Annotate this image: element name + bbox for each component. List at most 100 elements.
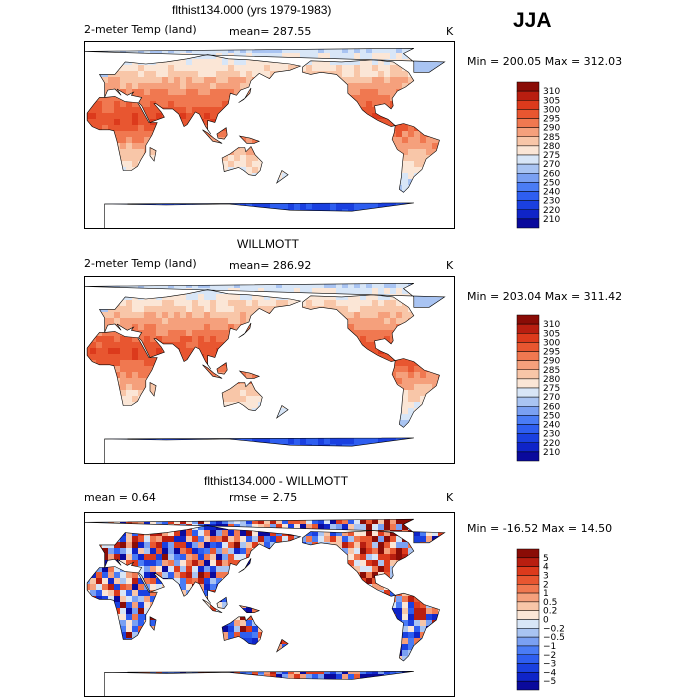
mean-label: mean = 0.64: [84, 491, 156, 504]
colorbar-swatch: [516, 200, 540, 210]
colorbar-swatch: [516, 182, 540, 192]
colorbar-swatch: [516, 415, 540, 425]
colorbar-swatch: [516, 136, 540, 147]
colorbar-swatch: [516, 433, 540, 443]
colorbar-label: 295: [543, 348, 560, 358]
world-map: [84, 276, 455, 464]
colorbar-label: 250: [543, 178, 560, 188]
colorbar-label: 275: [543, 151, 560, 161]
colorbar-label: 230: [543, 430, 560, 440]
colorbar-label: −3: [543, 660, 556, 670]
colorbar-swatch: [516, 566, 540, 576]
coastline: [86, 566, 158, 640]
colorbar-swatch: [516, 557, 540, 567]
panel-title: flthist134.000 (yrs 1979-1983): [172, 3, 332, 17]
colorbar-label: −1: [543, 642, 556, 652]
colorbar: 3103053002952902852802752702602502402302…: [516, 314, 560, 462]
colorbar-swatch: [516, 610, 540, 620]
colorbar-label: 280: [543, 375, 560, 385]
colorbar-label: 305: [543, 96, 560, 106]
coastline: [238, 605, 261, 613]
colorbar-swatch: [516, 90, 540, 101]
coastline: [238, 370, 261, 379]
coastline: [98, 525, 302, 604]
colorbar-label: 285: [543, 133, 560, 143]
colorbar-label: 290: [543, 124, 560, 134]
coastline: [302, 59, 415, 127]
colorbar-label: 210: [543, 448, 560, 458]
colorbar-swatch: [516, 442, 540, 453]
colorbar-label: 260: [543, 402, 560, 412]
coastline: [238, 558, 252, 573]
min-max-label: Min = 203.04 Max = 311.42: [467, 290, 623, 303]
coastline: [149, 382, 157, 397]
coastline: [149, 616, 157, 631]
coastline: [84, 283, 446, 308]
colorbar-swatch: [516, 451, 540, 462]
colorbar-swatch: [516, 424, 540, 434]
coastline: [302, 294, 415, 362]
coastline: [202, 129, 223, 144]
colorbar-swatch: [516, 584, 540, 594]
map-frame: [84, 41, 455, 229]
unit-label: K: [446, 259, 454, 272]
colorbar-label: −0.2: [543, 624, 565, 634]
coastline: [202, 599, 223, 613]
variable-label: 2-meter Temp (land): [84, 23, 197, 36]
colorbar-label: 285: [543, 366, 560, 376]
colorbar-swatch: [516, 333, 540, 343]
season-label: JJA: [513, 9, 552, 32]
coastline: [276, 405, 289, 419]
colorbar-label: 2: [543, 580, 549, 590]
colorbar-label: 295: [543, 115, 560, 125]
colorbar-label: 210: [543, 215, 560, 225]
colorbar-swatch: [516, 118, 540, 128]
colorbar-swatch: [516, 548, 540, 559]
colorbar-label: 240: [543, 188, 560, 198]
coastline: [238, 322, 252, 338]
colorbar-swatch: [516, 645, 540, 655]
colorbar-label: 300: [543, 338, 560, 348]
unit-label: K: [446, 491, 454, 504]
colorbar-label: 290: [543, 357, 560, 367]
colorbar-label: 230: [543, 197, 560, 207]
world-map: [84, 41, 455, 229]
colorbar-swatch: [516, 680, 540, 691]
colorbar-swatch: [516, 406, 540, 416]
coastline: [238, 87, 252, 103]
colorbar-label: 250: [543, 411, 560, 421]
colorbar-label: 3: [543, 571, 549, 581]
colorbar-swatch: [516, 209, 540, 220]
coastline: [221, 145, 263, 177]
coastline: [86, 96, 158, 171]
coastline: [98, 54, 302, 135]
colorbar-swatch: [516, 145, 540, 156]
coastline: [202, 364, 223, 379]
coastline: [149, 147, 157, 162]
colorbar-label: 220: [543, 439, 560, 449]
coastline: [216, 596, 228, 609]
coastline: [276, 170, 289, 184]
colorbar-swatch: [516, 173, 540, 183]
colorbar-swatch: [516, 360, 540, 370]
colorbar-label: 305: [543, 329, 560, 339]
colorbar-swatch: [516, 654, 540, 664]
colorbar-label: 260: [543, 169, 560, 179]
coastline: [391, 358, 440, 428]
coastline: [391, 592, 440, 662]
colorbar-label: 4: [543, 563, 549, 573]
colorbar-label: 270: [543, 160, 560, 170]
colorbar-swatch: [516, 628, 540, 638]
colorbar-swatch: [516, 619, 540, 629]
unit-label: K: [446, 25, 454, 38]
colorbar-swatch: [516, 396, 540, 407]
colorbar-swatch: [516, 127, 540, 137]
colorbar-swatch: [516, 323, 540, 334]
map-frame: [84, 512, 455, 697]
colorbar-swatch: [516, 636, 540, 647]
world-map: [84, 512, 455, 697]
map-frame: [84, 276, 455, 464]
colorbar-swatch: [516, 592, 540, 603]
coastline: [104, 671, 414, 697]
